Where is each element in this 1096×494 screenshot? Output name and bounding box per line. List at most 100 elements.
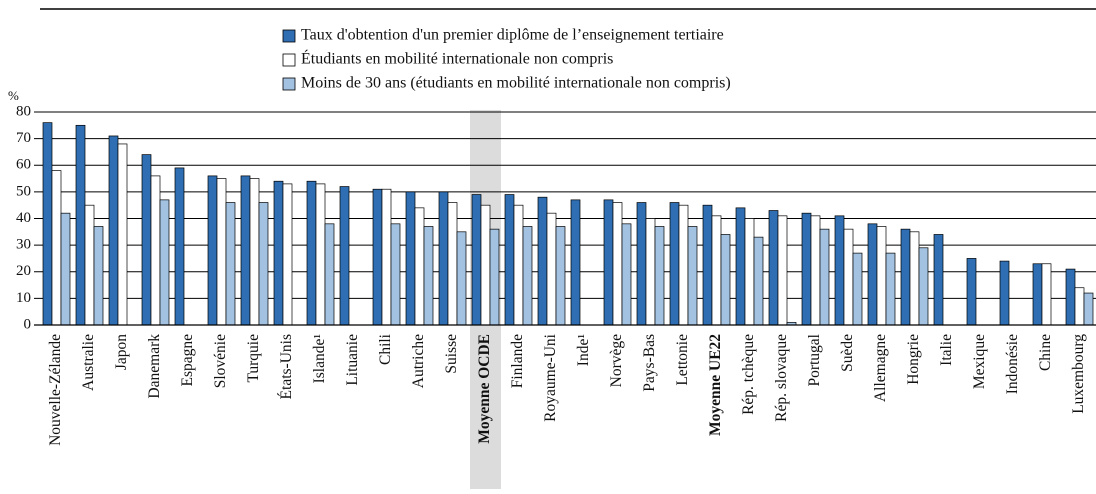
bar [504,194,515,326]
bar [537,196,548,326]
x-tick-label: Danemark [146,334,163,399]
bar [93,226,104,326]
bar [141,154,152,326]
bar [405,191,416,326]
x-tick-label: Finlande [509,334,526,388]
bar [753,236,764,326]
bar [456,231,467,326]
x-tick-label: Pays-Bas [641,334,658,392]
bar [546,212,557,326]
bar [621,223,632,326]
bar [339,186,350,326]
bar [636,202,647,326]
bar [852,252,863,326]
bar [513,204,524,326]
bar [900,228,911,326]
bar [669,202,680,326]
bar [999,260,1010,326]
x-tick-label: Luxembourg [1070,334,1087,414]
bar [240,175,251,326]
bar [876,226,887,326]
bar [702,204,713,326]
x-tick-label: Royaume-Uni [542,333,559,422]
bar [225,202,236,326]
x-tick-label: Suisse [443,334,460,374]
bar [480,204,491,326]
bar [885,252,896,326]
bar [51,170,62,326]
bar [645,218,656,326]
x-tick-label: Portugal [806,334,823,387]
bar [777,215,788,326]
bar [471,194,482,326]
x-tick-label: Moyenne UE22 [707,334,724,436]
x-tick-label: Islande¹ [311,334,328,384]
bar [735,207,746,326]
bar [282,183,293,326]
bar [447,202,458,326]
bar [273,180,284,326]
bar [555,226,566,326]
x-tick-label: Chili [377,333,394,365]
x-tick-label: Chine [1037,334,1054,371]
bar [1083,292,1094,326]
x-tick-label: Mexique [971,334,988,389]
bar [42,122,53,326]
bar [306,180,317,326]
x-tick-label: Allemagne [872,334,889,402]
x-tick-label: Espagne [179,334,196,387]
bar [1074,287,1085,326]
bar [711,215,722,326]
bar [108,135,119,326]
bar [216,178,227,326]
y-tick-label: 0 [24,316,32,332]
bar [258,202,269,326]
bar [423,226,434,326]
bar [720,234,731,326]
bar [687,226,698,326]
bar [159,199,170,326]
x-tick-label: Nouvelle-Zélande [47,334,64,446]
bar [414,207,425,326]
bar [603,199,614,326]
x-tick-label: Slovénie [212,334,229,388]
bar [522,226,533,326]
y-tick-label: 60 [16,157,31,173]
legend-swatch [282,29,296,43]
y-tick-label: 20 [16,263,31,279]
legend-label: Taux d'obtention d'un premier diplôme de… [301,27,724,44]
bar [810,215,821,326]
bar [1032,263,1043,326]
bar [933,234,944,326]
bar [438,191,449,326]
bar [909,231,920,326]
bar [381,188,392,326]
bar [372,188,383,326]
bar [249,178,260,326]
bar [1065,268,1076,326]
x-tick-label: Lettonie [674,334,691,386]
x-tick-label: Italie [938,334,955,366]
x-tick-label: Suède [839,334,856,372]
bar [612,202,623,326]
bar [489,228,500,326]
legend-label: Étudiants en mobilité internationale non… [301,49,613,68]
bar [75,124,86,326]
x-tick-label: Japon [113,334,130,370]
legend-swatch [282,77,296,91]
legend-swatch [282,53,296,67]
y-tick-label: 70 [16,130,31,146]
y-tick-label: 40 [16,210,31,226]
x-tick-label: Moyenne OCDE [476,334,493,444]
bar [918,247,929,326]
bar [390,223,401,326]
bar [843,228,854,326]
bar [819,228,830,326]
bar [150,175,161,326]
bar [315,183,326,326]
bar [801,212,812,326]
x-tick-label: Inde¹ [575,334,592,367]
x-tick-label: Australie [80,334,97,391]
bar [174,167,185,326]
